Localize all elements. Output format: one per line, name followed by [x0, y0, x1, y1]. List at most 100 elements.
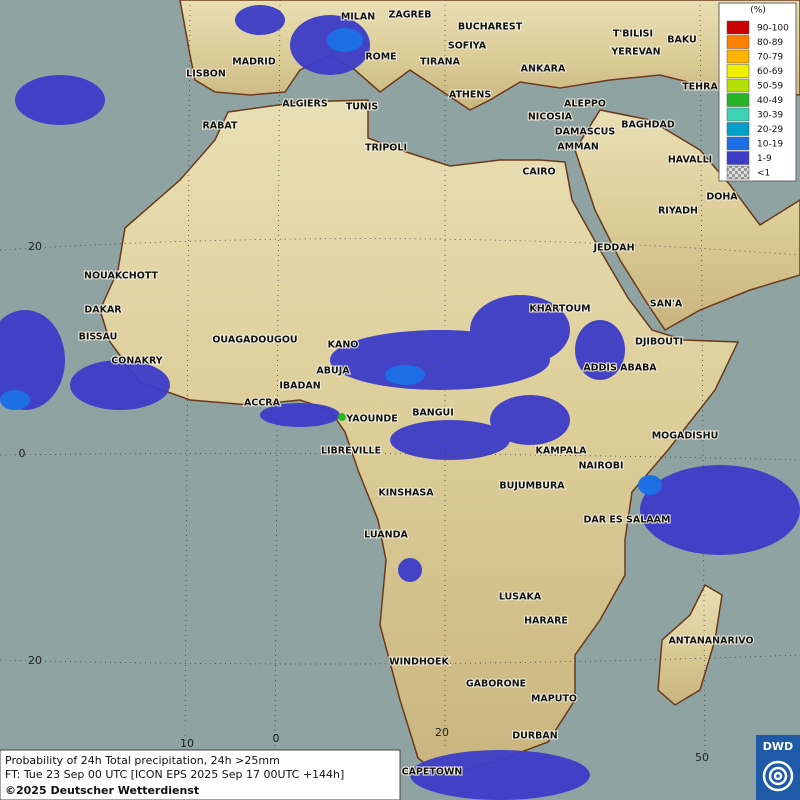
city-label: BAGHDAD: [621, 120, 675, 131]
city-label: NAIROBI: [578, 461, 623, 472]
city-label: TUNIS: [346, 102, 379, 113]
city-label: RABAT: [202, 121, 238, 132]
legend-swatch: [726, 122, 750, 136]
legend-label: <1: [757, 169, 770, 179]
city-label: DURBAN: [512, 731, 558, 742]
city-label: DOHA: [706, 192, 738, 203]
city-label: AMMAN: [557, 142, 599, 153]
city-label: DAMASCUS: [555, 127, 616, 138]
city-label: ZAGREB: [388, 10, 431, 21]
footer-text: ©2025 Deutscher Wetterdienst: [5, 784, 199, 797]
city-label: GABORONE: [466, 679, 526, 690]
longitude-label: 10: [180, 737, 194, 750]
legend-label: 90-100: [757, 24, 789, 34]
city-label: HARARE: [524, 616, 568, 627]
city-label: LIBREVILLE: [321, 446, 381, 457]
latitude-label: 0: [19, 447, 26, 460]
city-label: T'BILISI: [613, 29, 653, 40]
legend-swatch: [726, 64, 750, 78]
city-label: KINSHASA: [378, 488, 434, 499]
precipitation-peak: [338, 413, 346, 421]
city-label: LUANDA: [364, 530, 408, 541]
legend-swatch: [726, 35, 750, 49]
city-label: SAN'A: [650, 299, 683, 310]
city-label: JEDDAH: [592, 243, 634, 254]
arabia: [574, 109, 800, 331]
precipitation-high: [0, 28, 662, 495]
logo-text: DWD: [763, 740, 793, 753]
city-label: IBADAN: [279, 381, 320, 392]
city-label: MAPUTO: [531, 694, 577, 705]
city-label: ADDIS ABABA: [583, 363, 657, 374]
longitude-label: 20: [435, 726, 449, 739]
legend-label: 40-49: [757, 96, 783, 106]
city-label: LISBON: [186, 69, 226, 80]
city-label: WINDHOEK: [389, 657, 449, 668]
footer-box: [0, 749, 401, 800]
city-label: CAIRO: [522, 167, 555, 178]
legend-swatch: [726, 165, 750, 180]
legend-swatch: [726, 136, 750, 151]
city-label: KANO: [328, 340, 359, 351]
city-label: BUCHAREST: [458, 22, 523, 33]
city-label: ANTANANARIVO: [668, 636, 753, 647]
city-labels: MILAN ZAGREB BUCHAREST SOFIYA T'BILISI BAKU YE…: [78, 9, 755, 779]
city-label: ATHENS: [449, 90, 491, 101]
legend-swatch: [726, 78, 750, 93]
longitude-label: 0: [273, 732, 280, 745]
latitude-label: 20: [28, 240, 42, 253]
legend-label: 20-29: [757, 125, 783, 135]
legend-label: 30-39: [757, 111, 783, 121]
city-label: ANKARA: [521, 64, 566, 75]
logo-swirl: [762, 760, 794, 792]
city-label: ACCRA: [244, 398, 281, 409]
legend-label: 1-9: [757, 154, 772, 164]
graticule-lines: [0, 0, 800, 761]
longitude-label: 50: [695, 751, 709, 764]
city-label: MOGADISHU: [652, 431, 719, 442]
legend-swatch: [726, 93, 750, 107]
city-label: TIRANA: [420, 57, 461, 68]
city-label: TRIPOLI: [365, 143, 407, 154]
legend-label: 50-59: [757, 82, 783, 92]
legend-label: 60-69: [757, 67, 783, 77]
city-label: ABUJA: [316, 366, 350, 377]
city-label: YAOUNDE: [345, 414, 397, 425]
city-label: NOUAKCHOTT: [84, 271, 158, 282]
madagascar: [657, 583, 723, 706]
city-label: CONAKRY: [111, 356, 163, 367]
city-label: OUAGADOUGOU: [212, 335, 297, 346]
city-label: BAKU: [667, 35, 697, 46]
city-label: KHARTOUM: [529, 304, 590, 315]
legend-swatch: [726, 49, 750, 64]
city-label: KAMPALA: [535, 446, 587, 457]
legend-title: (%): [750, 6, 766, 16]
city-label: LUSAKA: [499, 592, 542, 603]
city-label: RIYADH: [658, 206, 698, 217]
legend-swatch: [726, 107, 750, 122]
city-label: YEREVAN: [610, 47, 660, 58]
legend-label: 70-79: [757, 53, 783, 63]
city-label: DAR ES SALAAM: [584, 515, 671, 526]
footer-text: Probability of 24h Total precipitation, …: [5, 754, 280, 767]
city-label: MILAN: [341, 12, 375, 23]
latitude-label: 20: [28, 654, 42, 667]
city-label: ALEPPO: [564, 99, 606, 110]
legend-swatch: [726, 151, 750, 165]
city-label: DJIBOUTI: [635, 337, 683, 348]
city-label: DAKAR: [84, 305, 122, 316]
city-label: ROME: [365, 52, 396, 63]
legend-label: 10-19: [757, 140, 783, 150]
legend: (%) 90-100 80-89 70-79 60-69 50-59 40-49 30-39…: [718, 2, 797, 182]
city-label: CAPETOWN: [402, 767, 463, 778]
legend-label: 80-89: [757, 38, 783, 48]
city-label: HAVALLI: [668, 155, 712, 166]
city-label: ALGIERS: [282, 99, 328, 110]
city-label: BANGUI: [412, 408, 454, 419]
legend-swatch: [726, 20, 750, 35]
city-label: MADRID: [232, 57, 276, 68]
footer-text: FT: Tue 23 Sep 00 UTC [ICON EPS 2025 Sep…: [5, 768, 344, 781]
city-label: BISSAU: [79, 332, 118, 343]
city-label: BUJUMBURA: [499, 481, 565, 492]
